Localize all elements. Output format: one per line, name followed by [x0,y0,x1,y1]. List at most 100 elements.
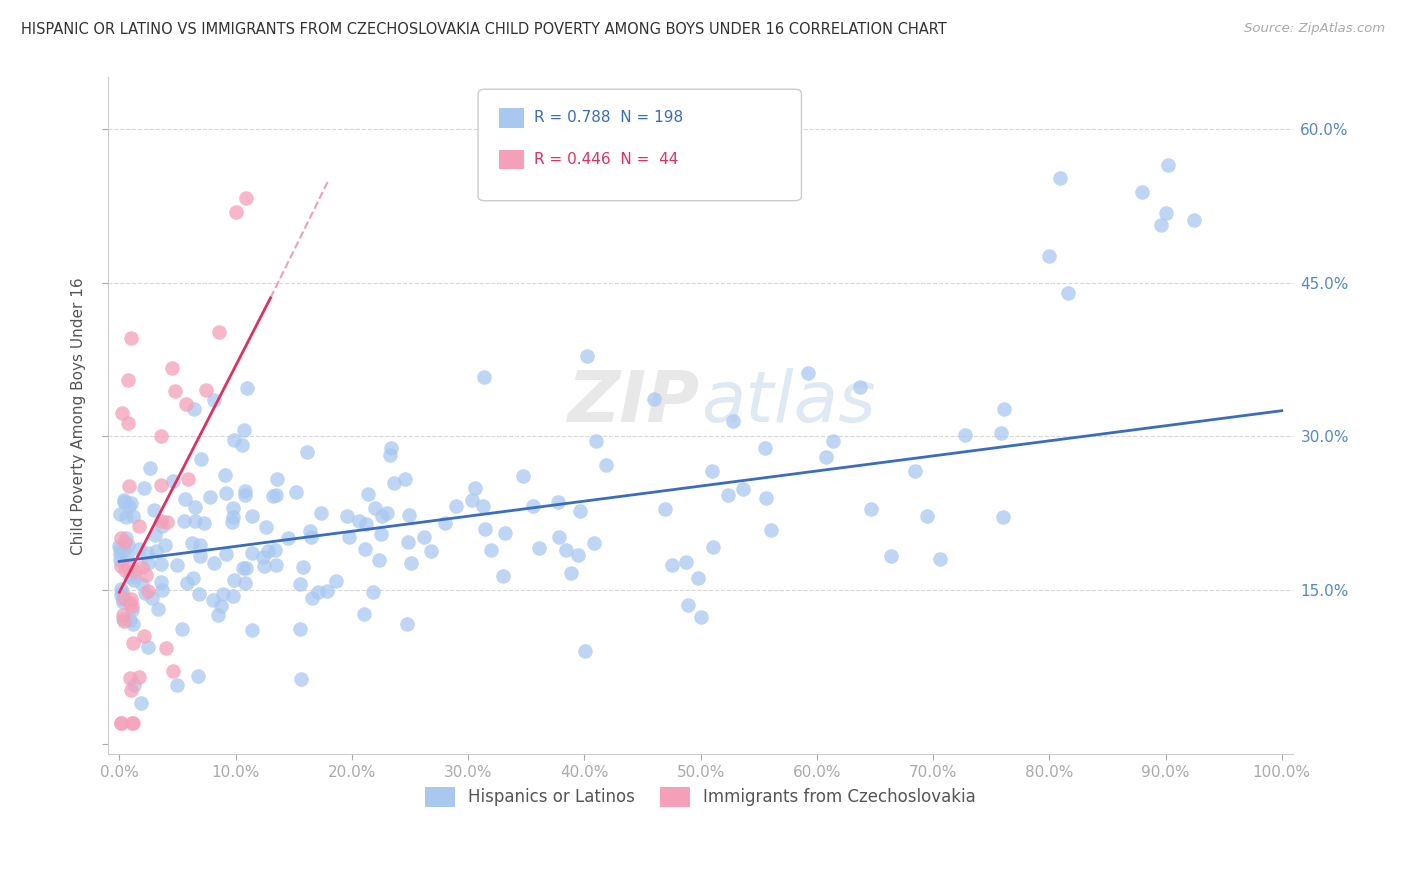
Point [112,591,135,605]
Point [170,622,193,636]
Point [252,549,274,564]
Text: atlas: atlas [700,368,875,437]
Point [150,477,173,491]
Point [188,537,211,551]
Point [461,492,484,507]
Point [254,519,277,533]
Point [136,640,159,654]
Point [759,523,782,537]
Point [1038,249,1060,263]
Point [380,441,402,455]
Point [146,602,169,616]
Point [117,538,139,552]
Point [686,572,709,586]
Point [114,543,136,558]
Point [114,563,136,577]
Point [150,428,173,442]
Point [399,557,422,571]
Point [295,445,318,459]
Point [114,510,136,524]
Point [754,441,776,455]
Point [112,494,135,508]
Point [264,558,287,573]
Point [263,489,285,503]
Point [122,636,145,650]
Point [575,349,598,363]
Point [165,384,187,399]
Point [723,414,745,428]
Point [1130,185,1153,199]
Point [207,608,229,623]
Point [236,381,259,395]
Point [955,428,977,442]
Point [240,624,263,638]
Point [315,584,337,599]
Point [567,548,589,562]
Point [112,493,135,508]
Point [211,587,233,601]
Point [993,401,1015,416]
Point [231,438,253,452]
Point [859,502,882,516]
Point [209,599,232,613]
Point [555,543,578,558]
Point [233,483,256,498]
Point [120,566,142,581]
Point [150,574,173,589]
Point [108,539,131,553]
Point [398,508,420,523]
Point [233,423,256,437]
Point [181,571,204,585]
Point [472,370,495,384]
Point [131,576,153,591]
Point [364,500,387,515]
Point [253,558,276,573]
Point [135,567,157,582]
Point [110,532,132,546]
Point [124,564,146,578]
Point [235,191,257,205]
Point [187,669,209,683]
Point [221,510,243,524]
Point [114,535,136,549]
Point [160,361,183,376]
Point [166,678,188,692]
Point [221,515,243,529]
Point [149,557,172,571]
Point [991,509,1014,524]
Point [129,696,152,710]
Point [222,501,245,516]
Point [1056,286,1078,301]
Point [121,331,143,345]
Point [395,617,418,632]
Point [336,509,359,524]
Point [132,629,155,643]
Point [474,522,496,536]
Point [183,401,205,416]
Point [141,591,163,605]
Point [108,542,131,557]
Point [122,678,145,692]
Point [190,452,212,467]
Point [112,608,135,623]
Point [814,450,837,464]
Point [367,552,389,566]
Point [112,592,135,607]
Point [755,491,778,505]
Point [132,481,155,495]
Point [143,528,166,542]
Point [821,434,844,448]
Point [222,589,245,603]
Point [215,547,238,561]
Point [153,538,176,552]
Point [291,559,314,574]
Text: Source: ZipAtlas.com: Source: ZipAtlas.com [1244,22,1385,36]
Point [121,508,143,523]
Point [162,474,184,488]
Point [354,542,377,557]
Point [118,499,141,513]
Point [347,514,370,528]
Point [394,472,416,486]
Point [110,588,132,602]
Point [301,591,323,605]
